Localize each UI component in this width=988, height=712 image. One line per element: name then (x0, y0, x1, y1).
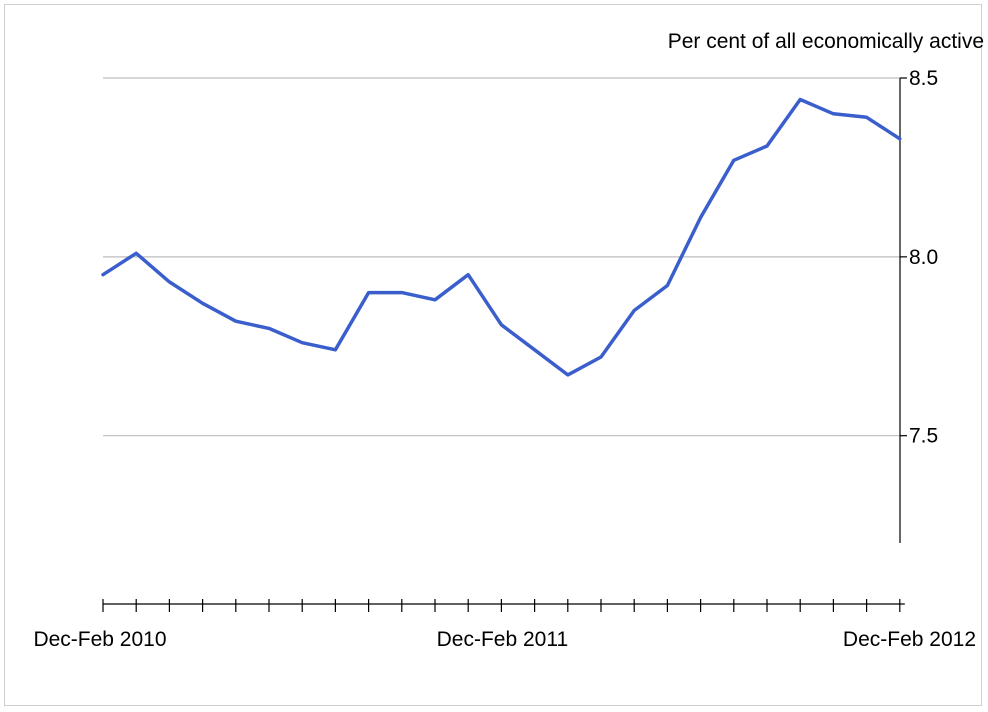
x-tick-label: Dec-Feb 2012 (843, 628, 976, 651)
y-tick-label: 8.0 (909, 246, 938, 269)
series-line (101, 97, 902, 377)
chart-frame (4, 4, 982, 706)
gridlines (103, 77, 900, 437)
y-axis-label: Per cent of all economically active (668, 30, 984, 53)
x-tick-label: Dec-Feb 2011 (437, 628, 569, 651)
x-tick-label: Dec-Feb 2010 (33, 628, 166, 651)
y-axis: 8.5 8.0 7.5 (899, 67, 938, 543)
x-axis: Dec-Feb 2010 Dec-Feb 2011 Dec-Feb 2012 (33, 599, 976, 651)
y-tick-label: 8.5 (909, 67, 938, 90)
y-tick-label: 7.5 (909, 425, 938, 448)
